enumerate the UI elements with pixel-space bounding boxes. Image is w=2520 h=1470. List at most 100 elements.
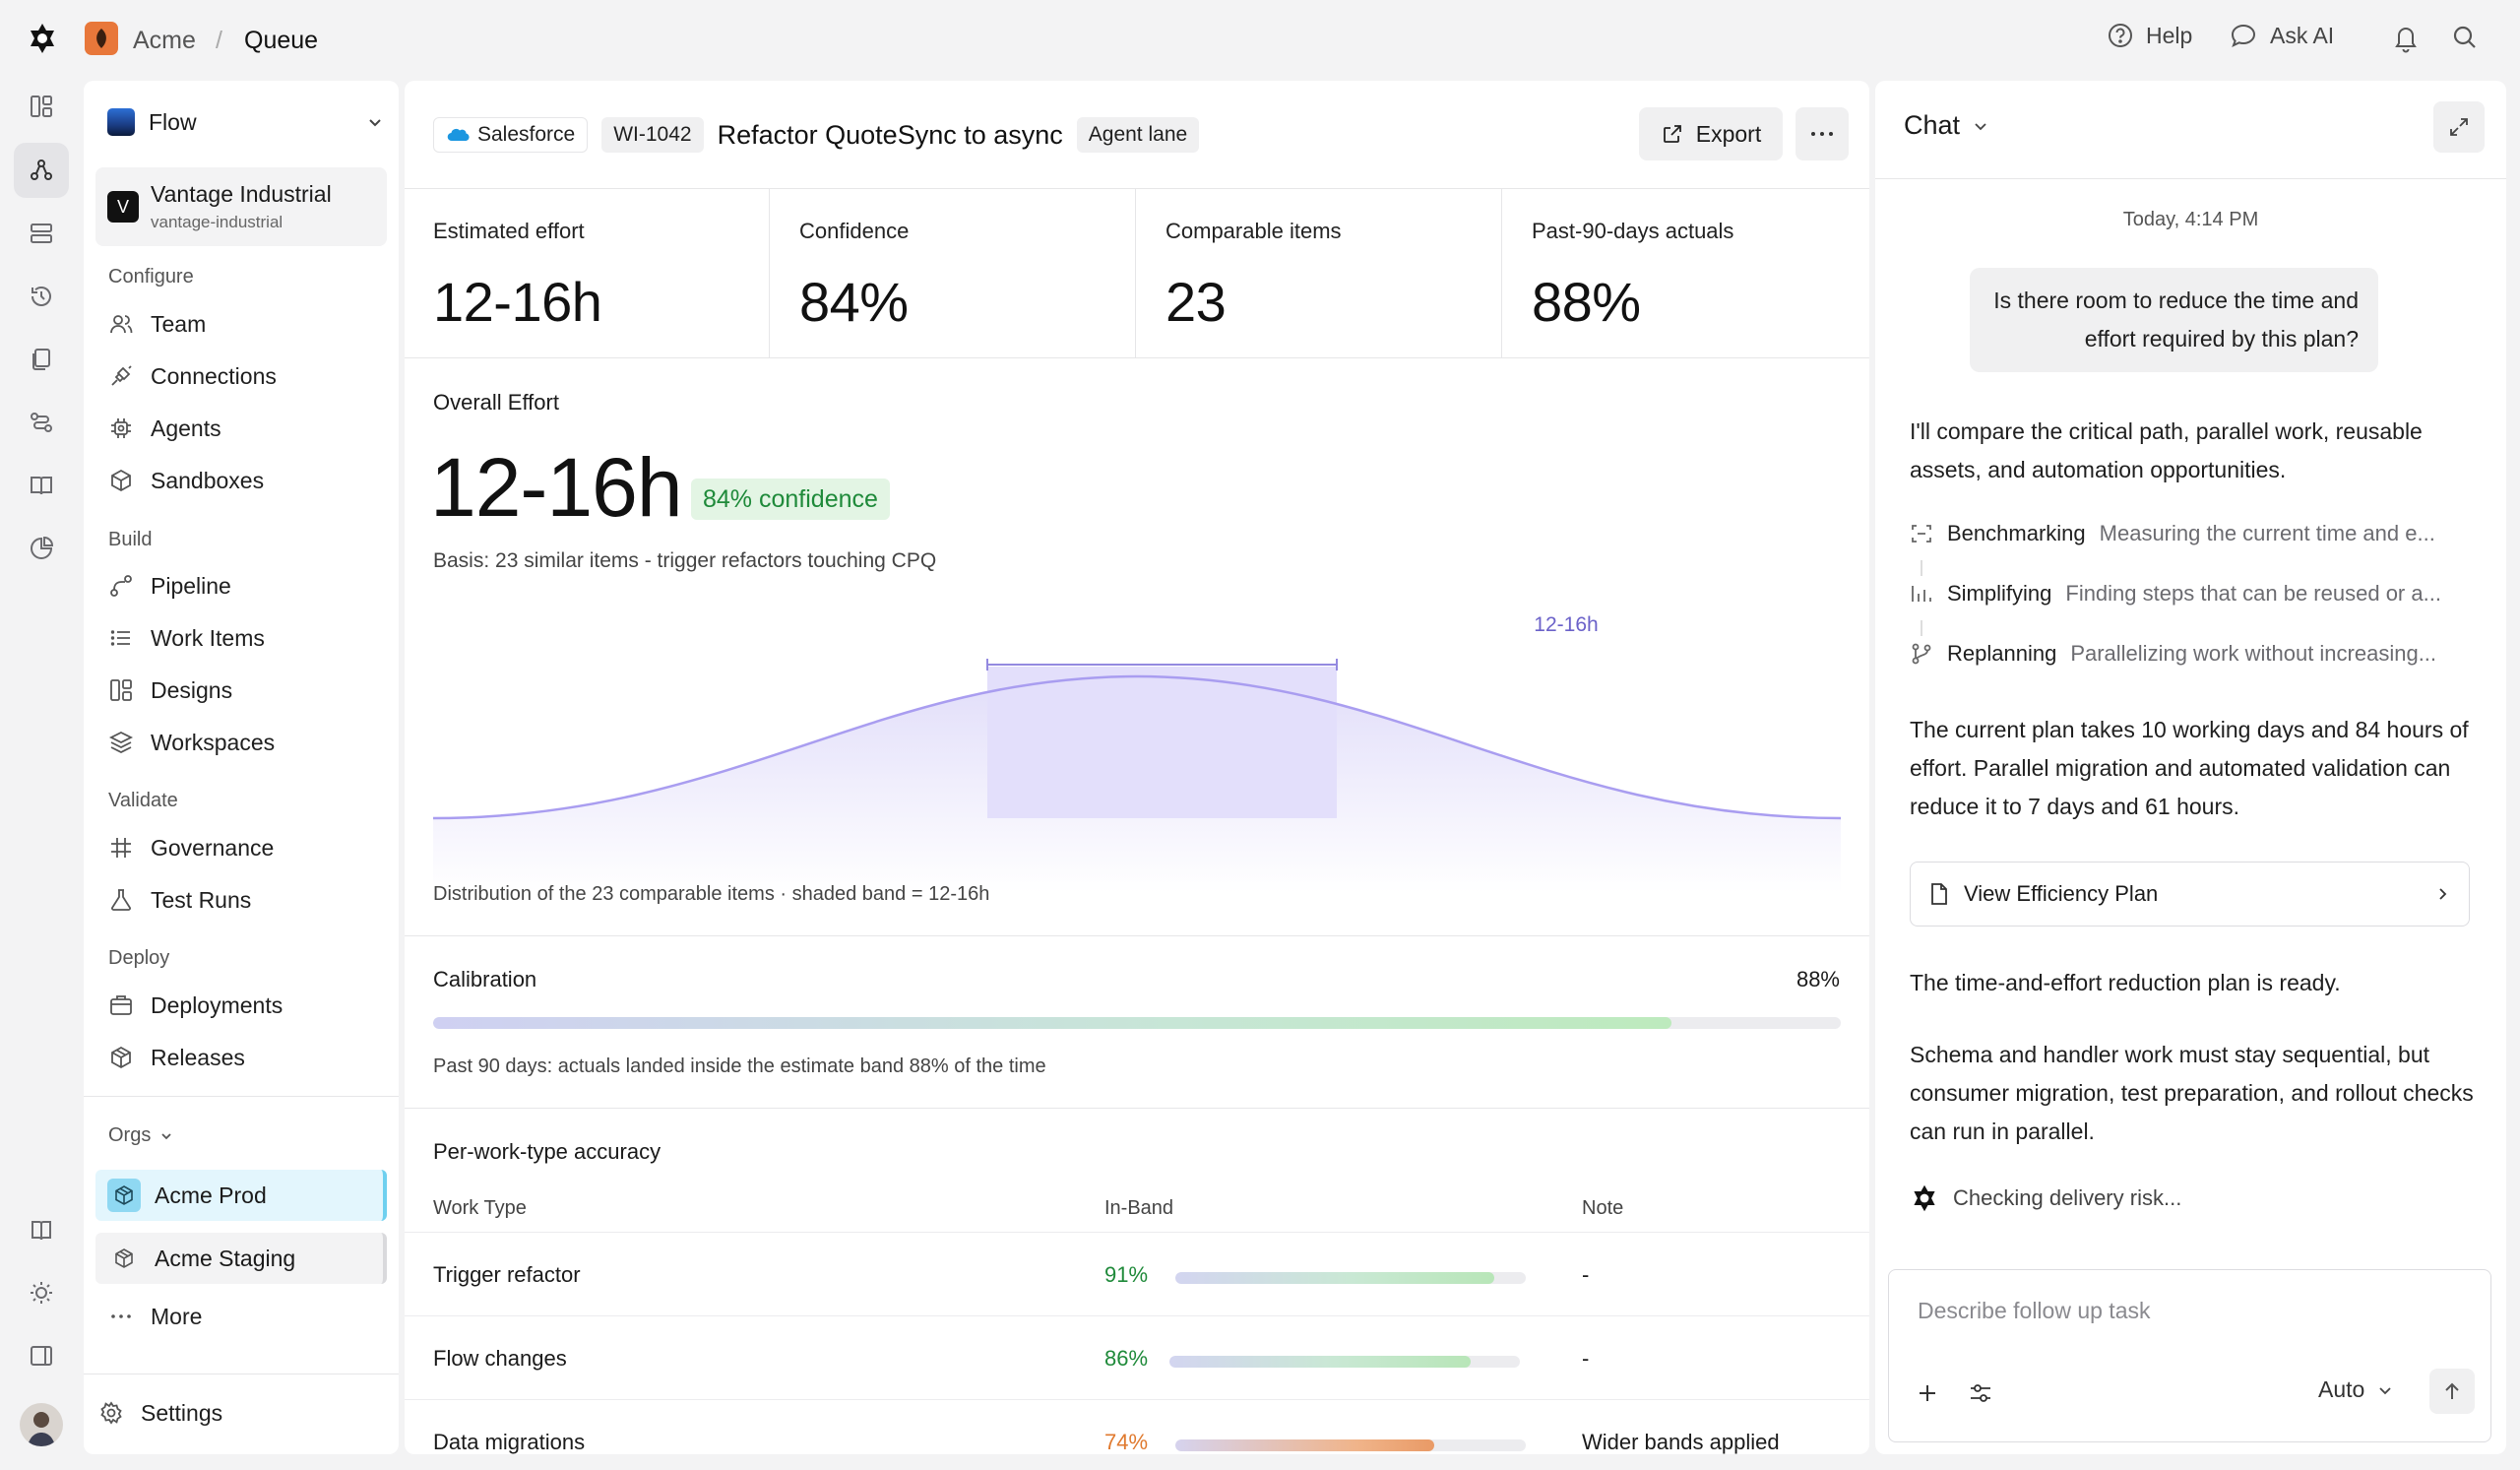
account-card[interactable]: V Vantage Industrial vantage-industrial [95, 167, 387, 246]
in-band-bar [1175, 1439, 1526, 1451]
rail-theme-icon[interactable] [14, 1265, 69, 1320]
layers-icon [107, 729, 135, 756]
agent-step-replanning: Replanning Parallelizing work without in… [1910, 641, 2436, 667]
table-row[interactable]: Flow changes 86% - [405, 1316, 1869, 1400]
sidebar-item-sandboxes[interactable]: Sandboxes [107, 459, 264, 502]
chat-composer: Describe follow up task Auto [1888, 1269, 2491, 1442]
rail-routes-icon[interactable] [14, 395, 69, 450]
share-icon [1663, 125, 1681, 143]
sidebar-item-label: Deployments [151, 991, 284, 1018]
sidebar-item-test-runs[interactable]: Test Runs [107, 878, 251, 922]
search-button[interactable] [2451, 24, 2479, 51]
flask-icon [107, 886, 135, 914]
sidebar-item-team[interactable]: Team [107, 302, 206, 346]
add-attachment-button[interactable] [1915, 1380, 1940, 1406]
calibration-label: Calibration [433, 967, 537, 991]
notifications-button[interactable] [2392, 24, 2420, 53]
breadcrumb-page[interactable]: Queue [244, 27, 319, 54]
send-button[interactable] [2429, 1369, 2475, 1414]
org-avatar-icon [85, 22, 118, 55]
sidebar-item-designs[interactable]: Designs [107, 669, 232, 712]
assistant-message: The time-and-effort reduction plan is re… [1910, 970, 2341, 995]
sidebar-item-deployments[interactable]: Deployments [107, 984, 283, 1027]
org-item-acme-staging[interactable]: Acme Staging [95, 1233, 387, 1284]
step-connector [1921, 560, 1922, 576]
stat-estimated-effort: Estimated effort 12-16h [405, 189, 770, 358]
rail-flow-icon[interactable] [14, 143, 69, 198]
chevron-down-icon [369, 119, 381, 127]
stat-label: Comparable items [1166, 219, 1342, 243]
sidebar-item-label: Pipeline [151, 572, 231, 599]
divider [84, 1096, 399, 1097]
workspace-icon [107, 108, 135, 136]
search-icon [2453, 26, 2476, 48]
sidebar-item-more[interactable]: More [107, 1295, 202, 1338]
accuracy-title: Per-work-type accuracy [433, 1139, 662, 1164]
rail-dashboard-icon[interactable] [14, 79, 69, 134]
sidebar-item-work-items[interactable]: Work Items [107, 616, 265, 660]
sidebar-item-label: Test Runs [151, 886, 252, 913]
app-logo-icon[interactable] [26, 22, 59, 55]
export-button[interactable]: Export [1639, 107, 1783, 160]
more-options-button[interactable] [1796, 107, 1849, 160]
rail-panel-icon[interactable] [14, 1328, 69, 1383]
table-row[interactable]: Data migrations 74% Wider bands applied [405, 1400, 1869, 1454]
breadcrumb-separator: / [216, 27, 222, 54]
rail-book-icon[interactable] [14, 458, 69, 513]
org-item-acme-prod[interactable]: Acme Prod [95, 1170, 387, 1221]
workspace-name: Flow [149, 108, 197, 135]
expand-icon [2450, 118, 2468, 136]
in-band-bar-fill [1175, 1272, 1494, 1284]
sidebar-item-label: Team [151, 310, 207, 337]
orgs-toggle[interactable]: Orgs [108, 1124, 174, 1147]
calibration-caption: Past 90 days: actuals landed inside the … [433, 1055, 1046, 1077]
overall-effort-label: Overall Effort [433, 390, 559, 415]
rail-pie-icon[interactable] [14, 521, 69, 576]
sidebar-item-governance[interactable]: Governance [107, 826, 274, 869]
distribution-chart [433, 607, 1841, 923]
user-avatar[interactable] [20, 1403, 63, 1446]
spinner-logo-icon [1914, 1184, 1935, 1212]
sidebar-item-releases[interactable]: Releases [107, 1036, 245, 1079]
sidebar-item-label: Workspaces [151, 729, 276, 755]
user-message-text: Is there room to reduce the time and eff… [1993, 288, 2359, 352]
step-description: Measuring the current time and e... [2099, 521, 2435, 545]
rail-copy-icon[interactable] [14, 332, 69, 387]
divider [405, 1108, 1869, 1109]
ask-ai-button[interactable]: Ask AI [2229, 22, 2334, 49]
document-icon [1931, 883, 1947, 905]
chat-title-dropdown[interactable]: Chat [1904, 110, 1989, 141]
workspace-switcher[interactable]: Flow [107, 100, 395, 144]
sidebar-item-connections[interactable]: Connections [107, 354, 277, 398]
rail-history-icon[interactable] [14, 269, 69, 324]
rail-docs-icon[interactable] [14, 1203, 69, 1258]
main-panel: Salesforce WI-1042 Refactor QuoteSync to… [405, 81, 1869, 1454]
stat-value: 23 [1166, 271, 1227, 333]
rail-server-icon[interactable] [14, 206, 69, 261]
stat-past-90-days: Past-90-days actuals 88% [1503, 189, 1868, 358]
mode-selector[interactable]: Auto [2318, 1376, 2394, 1403]
sidebar-item-pipeline[interactable]: Pipeline [107, 564, 231, 607]
lane-badge: Agent lane [1076, 117, 1200, 153]
table-row[interactable]: Trigger refactor 91% - [405, 1233, 1869, 1316]
expand-button[interactable] [2433, 101, 2485, 153]
ellipsis-icon [1811, 132, 1833, 136]
org-label: Acme Staging [155, 1245, 296, 1271]
step-title: Replanning [1947, 641, 2057, 666]
sidebar-item-workspaces[interactable]: Workspaces [107, 721, 275, 764]
in-band-bar [1175, 1272, 1526, 1284]
follow-up-input[interactable]: Describe follow up task [1918, 1298, 2151, 1323]
sidebar-item-agents[interactable]: Agents [107, 407, 221, 450]
view-efficiency-plan-button[interactable]: View Efficiency Plan [1910, 862, 2470, 927]
status-text: Checking delivery risk... [1953, 1185, 2182, 1210]
chevron-down-icon [1975, 122, 1986, 130]
note-cell: Wider bands applied [1582, 1430, 1780, 1454]
settings-button[interactable]: Settings [97, 1391, 222, 1435]
cpu-icon [107, 415, 135, 442]
help-button[interactable]: Help [2107, 22, 2192, 49]
stat-comparable-items: Comparable items 23 [1137, 189, 1502, 358]
source-chip[interactable]: Salesforce [433, 117, 589, 153]
breadcrumb-org[interactable]: Acme [133, 27, 196, 54]
settings-label: Settings [141, 1399, 223, 1426]
options-button[interactable] [1968, 1380, 1993, 1406]
